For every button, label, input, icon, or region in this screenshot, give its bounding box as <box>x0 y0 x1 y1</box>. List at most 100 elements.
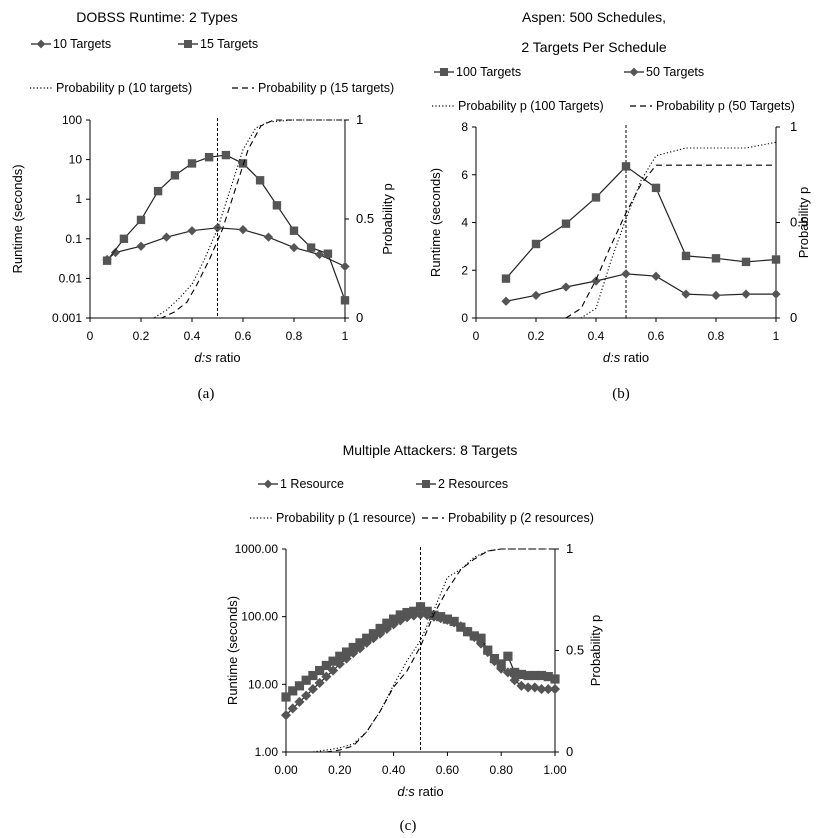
chart-c-series-2-point <box>415 602 426 612</box>
chart-c-series-1-point <box>536 684 547 695</box>
chart-a-series-1-point <box>289 242 299 253</box>
chart-b-series-1-point <box>621 162 631 171</box>
chart-c-series-2-point <box>395 610 405 620</box>
chart-b-series-2-point <box>711 290 721 300</box>
chart-b-x-tick-label: 0.2 <box>528 329 545 343</box>
chart-b-series-1-point <box>531 239 541 249</box>
chart-a-series-2-point <box>323 249 333 258</box>
chart-c-x-tick-label: 0.00 <box>274 763 298 777</box>
chart-c-series-1-point <box>502 667 513 678</box>
chart-b-series-1-point <box>501 274 511 283</box>
chart-b-series-1-line <box>505 165 777 279</box>
chart-c-legend-4-label: Probability p (2 resources) <box>448 511 594 525</box>
chart-a-series-4-line <box>90 119 345 319</box>
chart-a-series-1-point <box>340 261 350 272</box>
chart-b-series-2-point <box>621 269 631 279</box>
chart-a-title: DOBSS Runtime: 2 Types <box>76 9 238 25</box>
chart-a-plot: 0 0.2 0.4 0.6 0.8 1 0.001 0.01 0.1 1 10 100 0 0.5 1 d:s… <box>10 112 395 365</box>
chart-a-x-tick-label: 0 <box>87 329 94 343</box>
chart-c-series-2-point <box>456 622 466 632</box>
chart-c-series-1-point <box>294 696 305 707</box>
chart-c-series-2-point <box>402 607 412 618</box>
chart-c-series-2-point <box>294 681 305 691</box>
chart-b-x-tick-label: 0.8 <box>708 329 725 343</box>
chart-a-series-1-point <box>161 232 172 242</box>
chart-b-legend-1-marker <box>440 68 448 76</box>
chart-a-series-2-point <box>102 256 112 265</box>
chart-c-series-2-point <box>288 686 298 696</box>
chart-c-series-1-point <box>375 628 386 639</box>
chart-b-series-4-line <box>506 164 776 319</box>
chart-c-series-2-point <box>301 675 311 685</box>
chart-c-series-1-point <box>496 663 507 674</box>
chart-b-series-1-point <box>561 219 571 228</box>
chart-b-series-2-point <box>561 282 571 292</box>
chart-c-series-2-point <box>510 667 520 678</box>
chart-b-series-3-line <box>506 141 777 319</box>
chart-c-series-1-point <box>395 615 406 626</box>
chart-a-x-tick-label: 0.6 <box>235 329 252 343</box>
chart-c-series-1-point <box>549 684 561 695</box>
chart-a-y-tick-label: 100 <box>62 113 82 127</box>
chart-b-legend-2-marker <box>629 67 639 77</box>
chart-a-series-2-point <box>306 243 316 252</box>
chart-c-x-axis-label: d:s ratio <box>397 784 443 799</box>
chart-a-y2-tick-label: 0.5 <box>356 211 374 226</box>
chart-c-y2-tick-label: 0.5 <box>566 643 584 658</box>
chart-a-series-2-point <box>272 201 282 210</box>
chart-b-y-axis-label: Runtime (seconds) <box>428 168 443 277</box>
chart-c-y2-axis-label: Probability p <box>588 615 603 687</box>
chart-b-series-2-point <box>591 276 601 286</box>
chart-a-y-tick-label: 1 <box>75 192 82 206</box>
chart-a-legend-2-marker <box>184 40 192 48</box>
chart-c-legend-3-label: Probability p (1 resource) <box>276 511 416 525</box>
chart-b-x-axis-label: d:s ratio <box>603 350 649 365</box>
chart-b-y2-tick-label: 0 <box>790 310 797 325</box>
chart-b-y-tick-label: 2 <box>461 263 468 277</box>
chart-c-x-tick-label: 0.40 <box>382 763 406 777</box>
chart-c-series-1-point <box>341 653 352 664</box>
chart-c-series-1-point <box>334 658 345 670</box>
chart-c-plot: 0.00 0.20 0.40 0.60 0.80 1.00 1.00 10.00 100.00 1… <box>225 541 603 799</box>
chart-a-y-tick-label: 0.01 <box>59 271 83 285</box>
chart-a-series-2-point <box>221 150 231 160</box>
chart-a-series-2-point <box>136 215 146 225</box>
chart-c-x-tick-label: 0.80 <box>490 763 514 777</box>
chart-b-y-tick-label: 0 <box>461 311 468 325</box>
chart-b-caption: (b) <box>612 386 630 402</box>
chart-a-series-2-point <box>340 296 350 305</box>
chart-a-series-2-line <box>106 154 346 301</box>
chart-b-series-1-point <box>651 183 661 193</box>
chart-c-series-2-point <box>469 631 479 641</box>
chart-b-series-1-point <box>681 251 691 261</box>
chart-c-series-2-point <box>543 672 553 682</box>
chart-b-series-1-point <box>591 193 601 202</box>
chart-c-series-2-point <box>341 647 352 657</box>
chart-a-x-axis-label-rest: ratio <box>212 350 241 365</box>
chart-a-y2-axis-label: Probability p <box>380 183 395 255</box>
chart-b-legend: 100 Targets 50 Targets Probability p (100 … <box>432 65 795 113</box>
chart-c-series-2-point <box>335 651 345 661</box>
chart-c: Multiple Attackers: 8 Targets (c) 1 Reso… <box>225 442 603 834</box>
chart-b-x-tick-label: 0.6 <box>648 329 665 343</box>
chart-b-legend-2-label: 50 Targets <box>646 65 704 79</box>
chart-c-legend-1-label: 1 Resource <box>280 477 344 491</box>
chart-a-series-1-point <box>187 226 197 236</box>
chart-c-caption: (c) <box>400 818 417 834</box>
chart-a-series-3-line <box>90 119 345 319</box>
chart-c-series-1-point <box>361 637 372 648</box>
chart-c-x-tick-label: 0.60 <box>436 763 460 777</box>
chart-c-series-1-point <box>401 612 413 623</box>
chart-c-series-1-point <box>543 684 554 695</box>
chart-c-series-4-line <box>286 548 555 753</box>
chart-a-series-2-point <box>238 159 248 168</box>
chart-a-x-tick-label: 1 <box>342 329 349 343</box>
chart-b-x-tick-label: 0 <box>473 329 480 343</box>
chart-b-legend-4-label: Probability p (50 Targets) <box>656 99 795 113</box>
chart-c-x-axis-label-italic: d:s <box>397 784 415 799</box>
chart-b-title-line-2: 2 Targets Per Schedule <box>521 39 666 55</box>
chart-c-series-2-point <box>375 623 385 634</box>
chart-a-x-axis-label-italic: d:s <box>194 350 212 365</box>
chart-c-series-2-point <box>496 659 506 669</box>
